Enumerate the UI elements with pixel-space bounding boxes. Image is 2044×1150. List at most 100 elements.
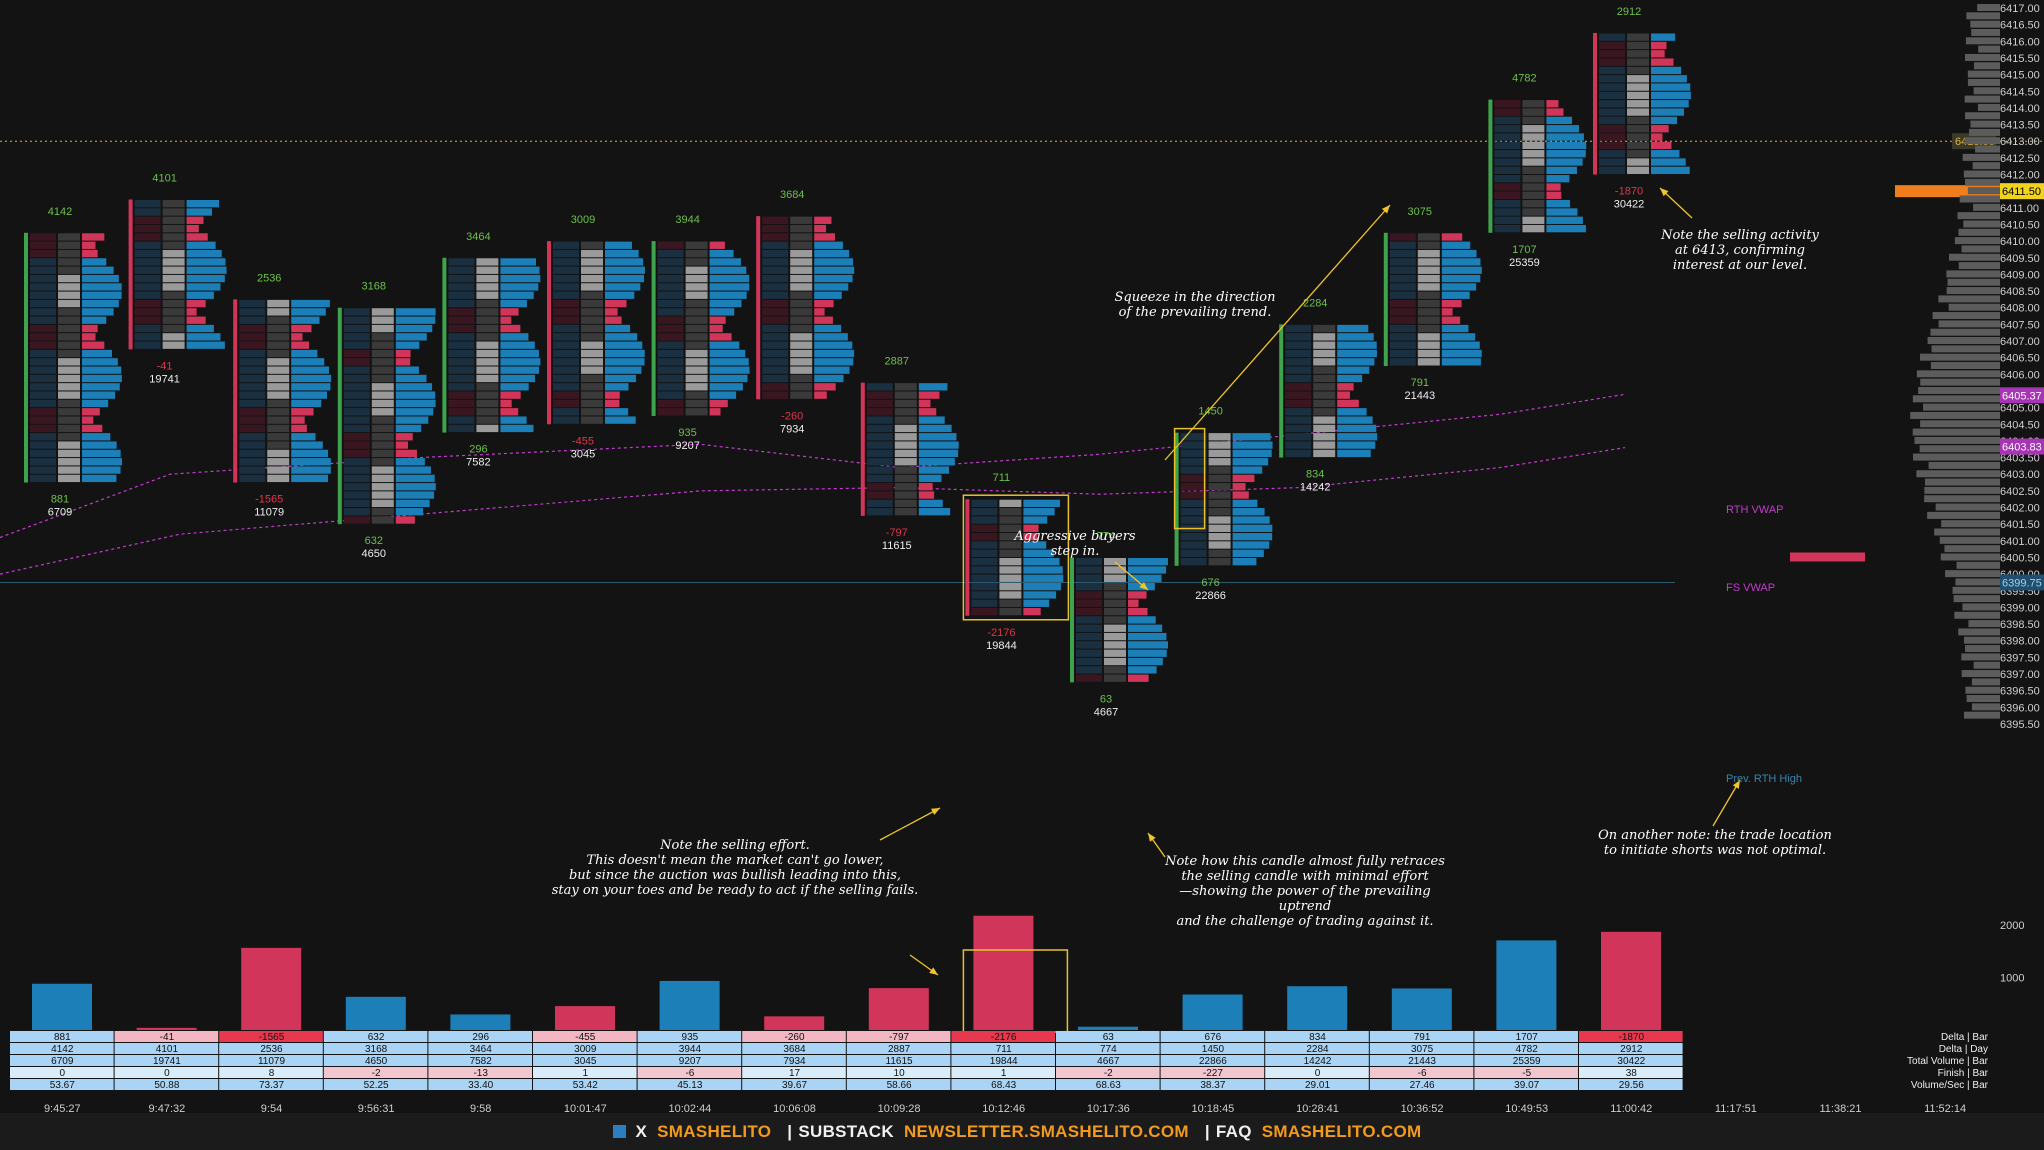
footprint-volume-cell (476, 274, 499, 283)
footprint-delta-cell (553, 399, 579, 408)
footprint-histogram-bar (814, 224, 827, 233)
footprint-delta-cell (343, 341, 370, 349)
footprint-volume-cell (1522, 125, 1545, 133)
footprint-delta-cell (1494, 141, 1521, 150)
stats-cell (637, 1043, 742, 1054)
footprint-histogram-bar (1128, 557, 1168, 566)
footprint-volume-cell (790, 224, 813, 233)
footprint-delta-cell (448, 383, 475, 391)
footprint-histogram-bar (82, 374, 122, 383)
candle-body (1488, 99, 1493, 233)
footprint-volume-cell (476, 266, 499, 274)
separator: | (1204, 1121, 1210, 1141)
footprint-delta-cell (1389, 358, 1416, 366)
stats-cell-value: 53.42 (573, 1080, 598, 1091)
footprint-histogram-bar (186, 199, 220, 208)
bar-delta-label: 63 (1100, 693, 1112, 705)
delta-bar-arrow-head (929, 967, 938, 975)
footprint-delta-cell (553, 349, 579, 358)
footprint-histogram-bar (1546, 208, 1578, 216)
footprint-histogram-bar (709, 383, 743, 391)
volume-profile-bar (1940, 553, 2000, 561)
footprint-delta-cell (1494, 224, 1521, 233)
footprint-delta-cell (762, 233, 789, 241)
footprint-delta-cell (134, 341, 161, 349)
footprint-volume-cell (581, 333, 603, 341)
x-handle-link[interactable]: SMASHELITO (657, 1121, 772, 1141)
footprint-volume-cell (1313, 408, 1336, 416)
delta-day-label: 4782 (1512, 73, 1536, 85)
footprint-volume-cell (790, 308, 813, 316)
footprint-volume-cell (58, 324, 80, 333)
footprint-delta-cell (1599, 41, 1625, 50)
footprint-volume-cell (894, 424, 917, 433)
bar-delta-label: 881 (51, 494, 69, 506)
stats-cell-value: 2887 (888, 1044, 911, 1055)
footprint-volume-cell (1208, 491, 1231, 499)
volume-profile-bar (1958, 628, 2000, 636)
footer-banner: X SMASHELITO | SUBSTACK NEWSLETTER.SMASH… (0, 1113, 2044, 1150)
footprint-volume-cell (58, 383, 80, 391)
footprint-volume-cell (894, 458, 917, 466)
footprint-volume-cell (1313, 383, 1336, 391)
stats-cell-value: -6 (685, 1068, 694, 1079)
time-tick-label: 11:52:14 (1924, 1103, 1966, 1115)
footprint-delta-cell (343, 458, 370, 466)
footprint-volume-cell (1522, 158, 1545, 166)
stats-cell (10, 1031, 114, 1042)
footprint-delta-cell (1389, 299, 1416, 308)
price-tick-label: 6407.50 (2000, 319, 2040, 331)
footprint-delta-cell (1076, 674, 1102, 682)
footprint-delta-cell (30, 408, 56, 416)
footprint-histogram-bar (1441, 324, 1469, 333)
footprint-delta-cell (30, 358, 56, 366)
footprint-histogram-bar (918, 399, 931, 408)
footprint-volume-cell (685, 358, 708, 366)
footprint-delta-cell (1285, 424, 1312, 433)
volume-profile-bar (1919, 353, 2000, 361)
volume-profile-bar (1967, 78, 2000, 86)
footprint-volume-cell (1627, 150, 1649, 158)
footprint-histogram-bar (395, 366, 419, 374)
delta-histogram-bar (136, 1027, 197, 1030)
footprint-volume-cell (162, 241, 185, 249)
footprint-volume-cell (1208, 449, 1231, 458)
substack-link[interactable]: NEWSLETTER.SMASHELITO.COM (903, 1121, 1189, 1141)
stats-cell-value: 7582 (470, 1056, 493, 1067)
stats-cell (533, 1043, 637, 1054)
footprint-delta-cell (1285, 374, 1312, 383)
footprint-delta-cell (1494, 166, 1521, 175)
volume-profile-bar (1953, 595, 2000, 603)
footprint-volume-cell (581, 408, 603, 416)
stats-cell (1474, 1067, 1578, 1078)
footprint-histogram-bar (1546, 175, 1570, 183)
stats-cell-value: 68.63 (1096, 1080, 1121, 1091)
footprint-volume-cell (476, 408, 499, 416)
footprint-volume-cell (894, 449, 917, 458)
footprint-histogram-bar (605, 399, 620, 408)
footprint-histogram-bar (395, 341, 420, 349)
footprint-volume-cell (371, 349, 394, 358)
footprint-histogram-bar (918, 408, 937, 416)
footprint-delta-cell (1599, 158, 1625, 166)
footprint-delta-cell (1599, 58, 1625, 66)
stats-cell (1160, 1031, 1265, 1042)
footprint-histogram-bar (1651, 58, 1674, 66)
stats-cell (1474, 1043, 1578, 1054)
footprint-delta-cell (343, 358, 370, 366)
note-squeeze: Squeeze in the direction of the prevaili… (1114, 290, 1276, 320)
footprint-delta-cell (1389, 241, 1416, 249)
footprint-histogram-bar (82, 266, 114, 274)
footprint-histogram-bar (1441, 258, 1481, 266)
footprint-volume-cell (790, 274, 813, 283)
footprint-delta-cell (343, 333, 370, 341)
volume-profile-bar (1954, 237, 2000, 245)
footprint-histogram-bar (186, 291, 214, 299)
footprint-delta-cell (1599, 75, 1625, 83)
stats-row-label: Total Volume | Bar (1907, 1056, 1989, 1067)
footprint-delta-cell (553, 408, 579, 416)
faq-link[interactable]: SMASHELITO.COM (1261, 1121, 1422, 1141)
footprint-volume-cell (1627, 108, 1649, 116)
footprint-histogram-bar (1651, 83, 1691, 91)
footprint-delta-cell (866, 391, 893, 399)
